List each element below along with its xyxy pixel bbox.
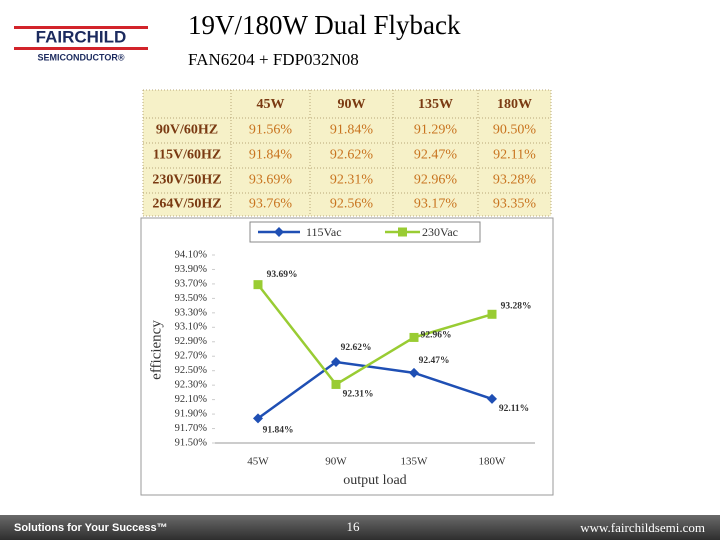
table-cell: 92.31% xyxy=(330,173,374,188)
logo: FAIRCHILD xyxy=(36,27,127,46)
y-tick-label: 91.70% xyxy=(175,423,208,434)
data-label: 92.96% xyxy=(421,331,452,341)
point xyxy=(253,413,263,424)
data-label: 92.62% xyxy=(341,343,372,353)
legend-marker xyxy=(398,227,407,237)
legend-marker xyxy=(274,227,284,237)
row-header: 230V/50HZ xyxy=(152,173,221,188)
logo-stripe xyxy=(14,47,148,50)
column-header: 45W xyxy=(257,97,285,112)
table-cell: 91.84% xyxy=(330,123,374,138)
column-header: 90W xyxy=(338,97,366,112)
table-cell: 91.29% xyxy=(414,123,458,138)
chart-frame xyxy=(140,217,554,496)
table-cell: 93.17% xyxy=(414,197,458,212)
table-cell: 92.96% xyxy=(414,173,458,188)
footer-url: www.fairchildsemi.com xyxy=(580,520,705,535)
row-header: 115V/60HZ xyxy=(153,148,221,163)
footer-slogan: Solutions for Your Success™ xyxy=(14,522,168,534)
point xyxy=(487,393,497,404)
point xyxy=(409,367,419,378)
table-cell: 91.56% xyxy=(249,123,293,138)
chart: 91.50% 91.70% 91.90% 92.10% 92.30% 92.50% 92.7… xyxy=(148,225,535,488)
table-cell: 93.76% xyxy=(249,197,293,212)
data-label: 93.28% xyxy=(501,301,532,311)
row-header: 90V/60HZ xyxy=(156,123,218,138)
footer-bar xyxy=(0,515,720,540)
x-tick-label: 45W xyxy=(247,456,269,468)
y-tick-label: 91.90% xyxy=(175,408,208,419)
legend xyxy=(249,221,481,243)
slide-subtitle: FAN6204 + FDP032N08 xyxy=(188,50,359,69)
y-tick-label: 93.50% xyxy=(175,293,208,304)
logo-sub: SEMICONDUCTOR® xyxy=(38,52,125,62)
table-cell: 92.11% xyxy=(493,148,536,163)
x-axis-label: output load xyxy=(343,473,406,488)
column-header: 180W xyxy=(497,97,532,112)
slide-title: 19V/180W Dual Flyback xyxy=(188,10,461,40)
efficiency-table: 45W 90W 135W 180W 90V/60HZ 91.56% 91.84% 91.29%… xyxy=(142,89,552,217)
column-header: 135W xyxy=(418,97,453,112)
point xyxy=(409,332,419,342)
legend-label: 230Vac xyxy=(422,225,458,239)
table-cell: 92.56% xyxy=(330,197,374,212)
table-cell: 91.84% xyxy=(249,148,293,163)
y-tick-label: 91.50% xyxy=(175,437,208,448)
page-number: 16 xyxy=(347,519,361,534)
table-cell: 90.50% xyxy=(493,123,537,138)
x-tick-label: 180W xyxy=(479,456,507,468)
point xyxy=(487,309,497,319)
point xyxy=(253,280,263,290)
x-tick-label: 135W xyxy=(401,456,429,468)
table-cell: 92.62% xyxy=(330,148,374,163)
series-line xyxy=(257,360,493,420)
data-label: 92.31% xyxy=(343,390,374,400)
y-tick-label: 92.30% xyxy=(175,380,208,391)
y-tick-label: 92.10% xyxy=(175,394,208,405)
y-tick-label: 94.10% xyxy=(175,249,208,260)
data-label: 91.84% xyxy=(263,426,294,436)
table-cell: 93.28% xyxy=(493,173,537,188)
y-tick-label: 93.90% xyxy=(175,264,208,275)
table-cell: 92.47% xyxy=(414,148,458,163)
y-tick-label: 92.70% xyxy=(175,351,208,362)
data-label: 92.11% xyxy=(499,404,529,414)
y-tick-label: 93.10% xyxy=(175,322,208,333)
y-tick-label: 92.90% xyxy=(175,336,208,347)
point xyxy=(331,379,341,389)
table-bg xyxy=(143,90,551,216)
table-cell: 93.69% xyxy=(249,173,293,188)
y-tick-label: 93.70% xyxy=(175,278,208,289)
point xyxy=(331,357,341,368)
series-line xyxy=(257,283,493,387)
data-label: 93.69% xyxy=(267,270,298,280)
row-header: 264V/50HZ xyxy=(152,197,221,212)
legend-label: 115Vac xyxy=(306,225,342,239)
x-tick-label: 90W xyxy=(325,456,347,468)
logo-stripe xyxy=(14,26,148,29)
y-axis-label: efficiency xyxy=(148,320,164,380)
y-tick-label: 92.50% xyxy=(175,365,208,376)
table-cell: 93.35% xyxy=(493,197,537,212)
y-tick-label: 93.30% xyxy=(175,307,208,318)
data-label: 92.47% xyxy=(419,356,450,366)
